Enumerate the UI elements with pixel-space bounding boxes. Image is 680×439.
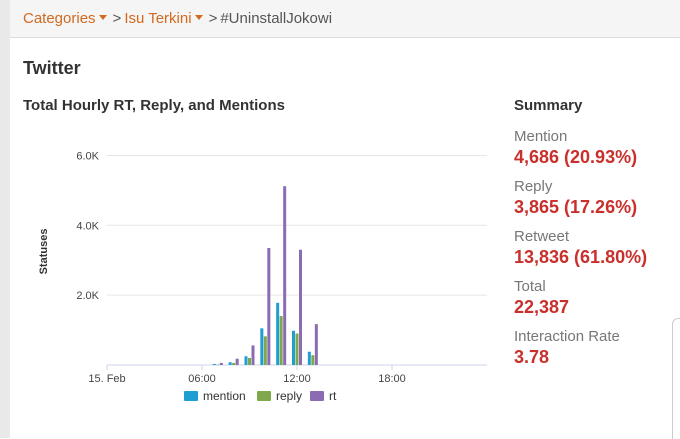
summary-total: Total 22,387: [514, 278, 674, 318]
legend-swatch-mention: [184, 391, 198, 401]
bar-mention: [212, 363, 216, 365]
summary-mention: Mention 4,686 (20.93%): [514, 128, 674, 168]
bar-reply: [232, 362, 236, 365]
bar-mention: [292, 330, 295, 365]
bar-rt: [299, 249, 302, 365]
summary-interaction-rate: Interaction Rate 3.78: [514, 328, 674, 368]
stat-label: Interaction Rate: [514, 328, 620, 345]
left-frame-edge: [0, 0, 10, 438]
x-tick-label: 06:00: [188, 373, 216, 385]
adjacent-panel-edge: [672, 318, 680, 439]
isu-terkini-dropdown-caret-icon[interactable]: [194, 15, 203, 20]
bar-reply: [295, 333, 299, 365]
stat-label: Reply: [514, 178, 553, 195]
bar-rt: [235, 358, 239, 365]
stat-label: Total: [514, 278, 546, 295]
bar-mention: [307, 351, 311, 365]
categories-dropdown-caret-icon[interactable]: [98, 15, 107, 20]
stat-value: 4,686 (20.93%): [514, 147, 638, 167]
breadcrumb: Categories > Isu Terkini > #UninstallJok…: [10, 0, 680, 38]
bar-mention: [228, 362, 232, 365]
chart-title: Total Hourly RT, Reply, and Mentions: [23, 97, 285, 114]
y-tick-label: 2.0K: [76, 290, 99, 302]
bar-reply: [216, 364, 220, 366]
legend-swatch-rt: [310, 391, 324, 401]
summary-panel: Summary Mention 4,686 (20.93%) Reply 3,8…: [514, 97, 674, 378]
legend-label-reply: reply: [276, 389, 302, 403]
summary-title: Summary: [514, 97, 583, 114]
bar-reply: [263, 336, 267, 365]
bar-rt: [314, 324, 318, 365]
breadcrumb-separator: >: [208, 10, 218, 27]
bar-rt: [267, 248, 271, 365]
bar-reply: [311, 355, 315, 365]
breadcrumb-categories[interactable]: Categories: [23, 10, 96, 27]
stat-label: Retweet: [514, 228, 570, 245]
breadcrumb-isu-terkini[interactable]: Isu Terkini: [124, 10, 192, 27]
section-title: Twitter: [23, 58, 81, 78]
legend-label-rt: rt: [329, 389, 337, 403]
legend-label-mention: mention: [203, 389, 246, 403]
stat-value: 3.78: [514, 347, 550, 367]
summary-retweet: Retweet 13,836 (61.80%): [514, 228, 674, 268]
x-tick-label: 12:00: [283, 373, 311, 385]
breadcrumb-separator: >: [112, 10, 122, 27]
hourly-statuses-chart: 2.0K 4.0K 6.0K 15. Feb 06:00 12:00 18:00 Status…: [38, 150, 487, 403]
y-tick-label: 6.0K: [76, 150, 99, 162]
breadcrumb-current: #UninstallJokowi: [220, 10, 333, 27]
bar-rt: [283, 186, 287, 365]
stat-value: 3,865 (17.26%): [514, 197, 638, 217]
x-tick-label: 18:00: [378, 373, 406, 385]
bar-mention: [260, 328, 264, 365]
legend-swatch-reply: [257, 391, 271, 401]
bar-mention: [244, 356, 248, 365]
summary-reply: Reply 3,865 (17.26%): [514, 178, 674, 218]
bar-mention: [276, 302, 280, 365]
bar-reply: [248, 358, 251, 365]
bar-rt: [219, 362, 223, 365]
bar-rt: [251, 345, 255, 365]
y-axis-title: Statuses: [38, 229, 50, 275]
bar-reply: [279, 316, 283, 365]
stat-value: 13,836 (61.80%): [514, 247, 648, 267]
stat-label: Mention: [514, 128, 568, 145]
stat-value: 22,387: [514, 297, 570, 317]
y-tick-label: 4.0K: [76, 220, 99, 232]
x-tick-label: 15. Feb: [88, 373, 125, 385]
